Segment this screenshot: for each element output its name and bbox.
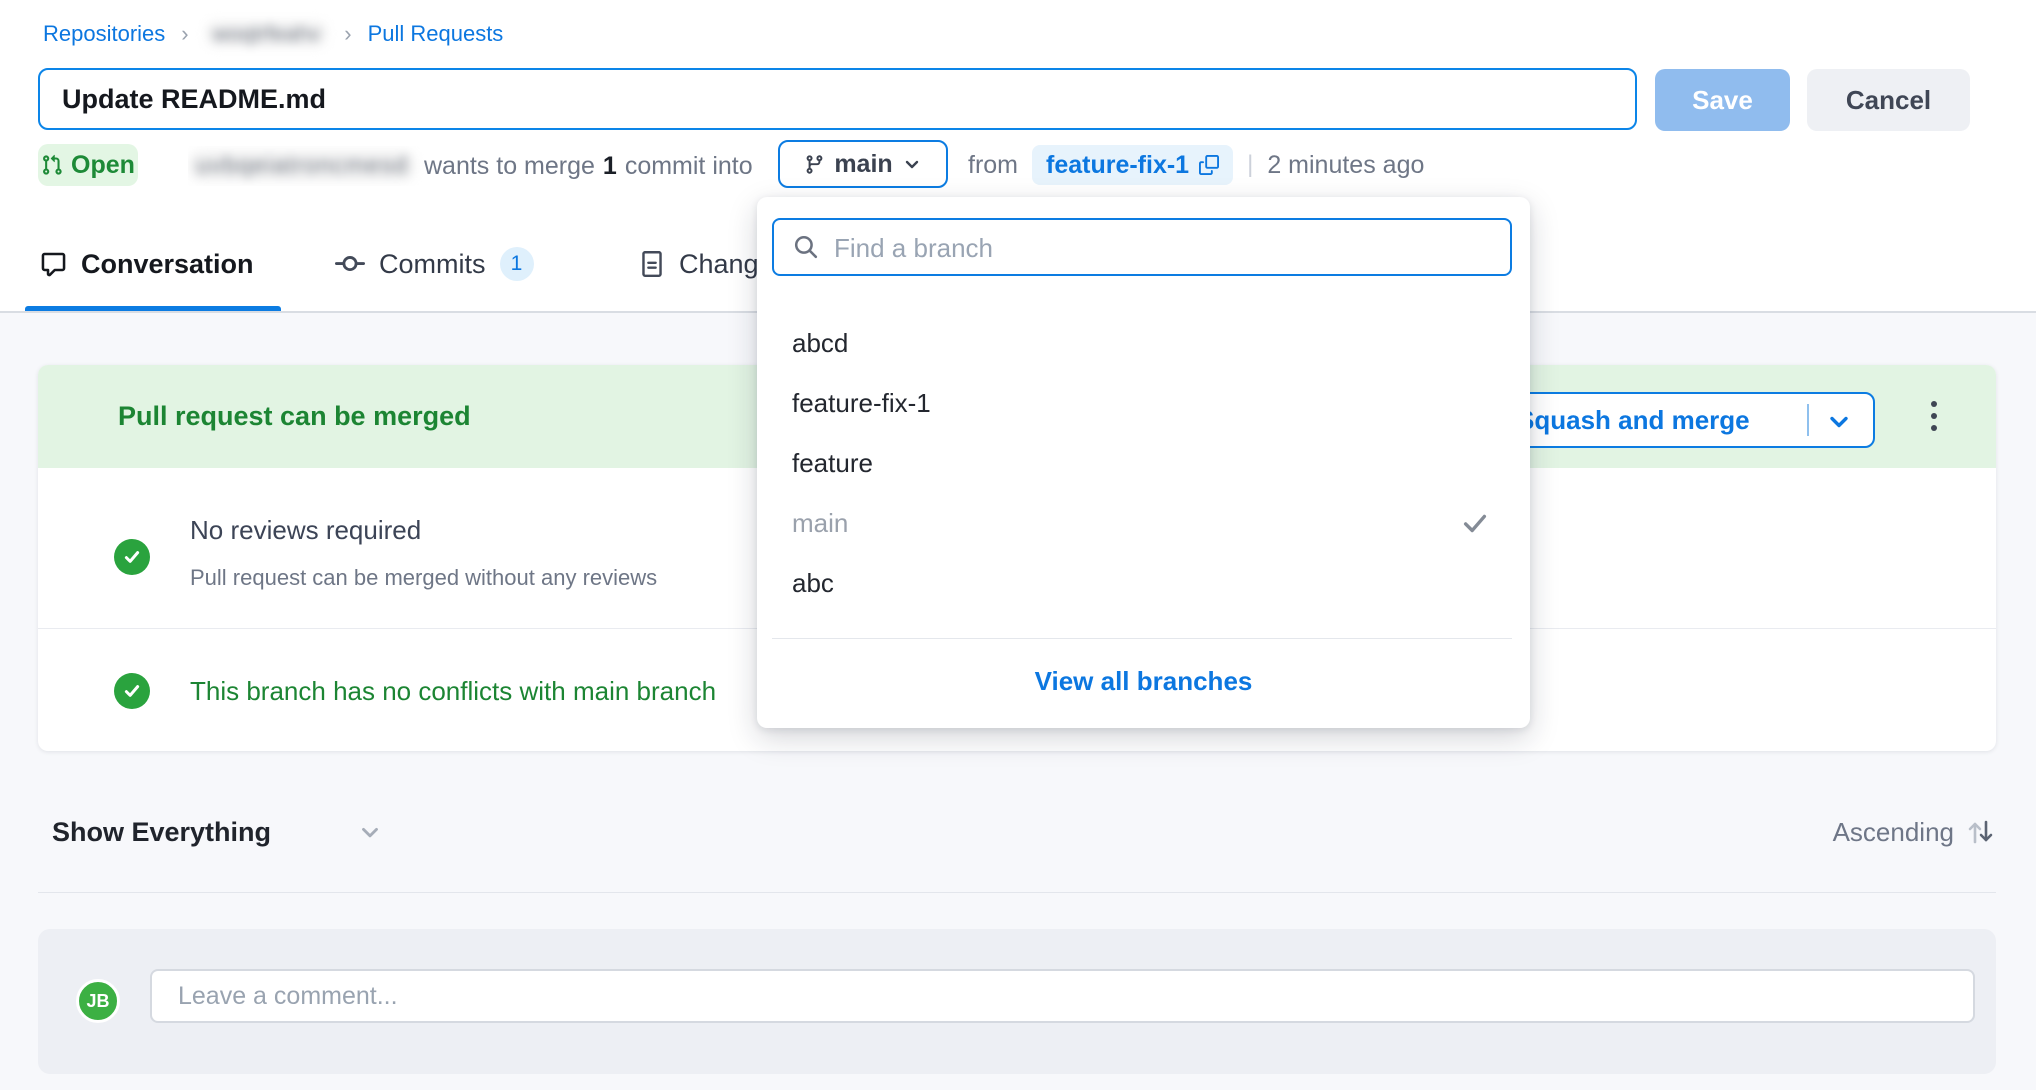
selected-check-icon <box>1460 508 1490 538</box>
commits-count-badge: 1 <box>499 247 534 281</box>
tab-commits-label: Commits <box>379 248 486 279</box>
pr-merge-sentence: uvbqeiatroncmesd wants to merge 1 commit… <box>188 146 753 186</box>
wants-to-merge-text: wants to merge <box>424 151 595 180</box>
check-success-icon <box>114 539 150 575</box>
branch-option-selected[interactable]: main <box>757 493 1530 553</box>
active-tab-indicator <box>25 306 281 311</box>
sort-order-toggle[interactable]: Ascending <box>1833 812 1996 852</box>
chevron-down-icon <box>357 819 383 845</box>
commit-icon <box>335 249 365 279</box>
pr-state-label: Open <box>71 150 135 179</box>
check-success-icon <box>114 673 150 709</box>
more-options-kebab-icon[interactable] <box>1914 396 1954 436</box>
source-branch-chip[interactable]: feature-fix-1 <box>1032 145 1234 185</box>
pr-title-input[interactable] <box>38 68 1637 130</box>
breadcrumb-repo-name-redacted[interactable]: woqtrfeahv <box>204 20 329 48</box>
branch-icon <box>804 154 825 175</box>
breadcrumb-separator: › <box>344 21 352 46</box>
pr-updated-time: 2 minutes ago <box>1267 150 1425 179</box>
breadcrumb-repositories-link[interactable]: Repositories <box>43 21 166 46</box>
pr-author-redacted: uvbqeiatroncmesd <box>188 150 416 182</box>
pr-state-badge: Open <box>38 144 138 186</box>
save-button[interactable]: Save <box>1655 69 1790 131</box>
copy-icon[interactable] <box>1199 155 1220 175</box>
comment-input[interactable] <box>150 969 1975 1023</box>
target-branch-name: main <box>834 149 893 178</box>
branch-search-input[interactable] <box>832 222 1496 274</box>
breadcrumb-separator: › <box>181 21 189 46</box>
branch-dropdown-panel: abcd feature-fix-1 feature main abc View… <box>757 197 1530 728</box>
branch-search-box <box>772 218 1512 276</box>
branch-option[interactable]: feature-fix-1 <box>792 387 931 418</box>
tab-conversation[interactable]: Conversation <box>40 238 254 290</box>
check-title: No reviews required <box>190 515 422 545</box>
sort-arrows-icon <box>1964 816 1996 848</box>
avatar: JB <box>76 979 120 1023</box>
timeline-filter-dropdown[interactable]: Show Everything <box>52 810 383 854</box>
commit-count: 1 <box>602 151 617 180</box>
branch-option[interactable]: abcd <box>792 327 849 358</box>
chevron-down-icon <box>902 154 922 174</box>
search-icon <box>792 233 820 261</box>
pull-request-icon <box>41 154 63 176</box>
check-subtitle: Pull request can be merged without any r… <box>190 565 658 590</box>
conversation-icon <box>40 251 67 278</box>
target-branch-dropdown-trigger[interactable]: main <box>778 140 948 188</box>
cancel-button[interactable]: Cancel <box>1807 69 1970 131</box>
sort-order-label: Ascending <box>1832 816 1954 847</box>
no-conflicts-message: This branch has no conflicts with main b… <box>190 676 717 706</box>
timeline-divider <box>38 892 1996 893</box>
squash-and-merge-label: Squash and merge <box>1517 404 1750 435</box>
meta-divider: | <box>1247 151 1254 178</box>
branch-option[interactable]: abc <box>792 567 834 598</box>
squash-and-merge-button[interactable]: Squash and merge <box>1493 392 1875 448</box>
changes-file-icon <box>639 251 665 277</box>
tab-conversation-label: Conversation <box>81 248 254 279</box>
split-button-divider <box>1807 404 1809 436</box>
pr-source-info: from feature-fix-1 | 2 minutes ago <box>968 144 1424 186</box>
comment-composer: JB <box>38 929 1996 1074</box>
merge-options-chevron-icon[interactable] <box>1825 408 1853 436</box>
from-text: from <box>968 150 1018 179</box>
dropdown-divider <box>772 638 1512 639</box>
breadcrumb: Repositories › woqtrfeahv › Pull Request… <box>43 18 503 50</box>
source-branch-name: feature-fix-1 <box>1046 150 1190 179</box>
tab-commits[interactable]: Commits 1 <box>335 238 534 290</box>
breadcrumb-pull-requests-link[interactable]: Pull Requests <box>367 21 504 46</box>
view-all-branches-link[interactable]: View all branches <box>1034 665 1253 696</box>
timeline-filter-label: Show Everything <box>52 816 272 847</box>
branch-option[interactable]: feature <box>792 447 873 478</box>
merge-heading: Pull request can be merged <box>118 401 471 431</box>
branch-option-label: main <box>792 507 849 538</box>
commit-into-text: commit into <box>624 151 753 180</box>
